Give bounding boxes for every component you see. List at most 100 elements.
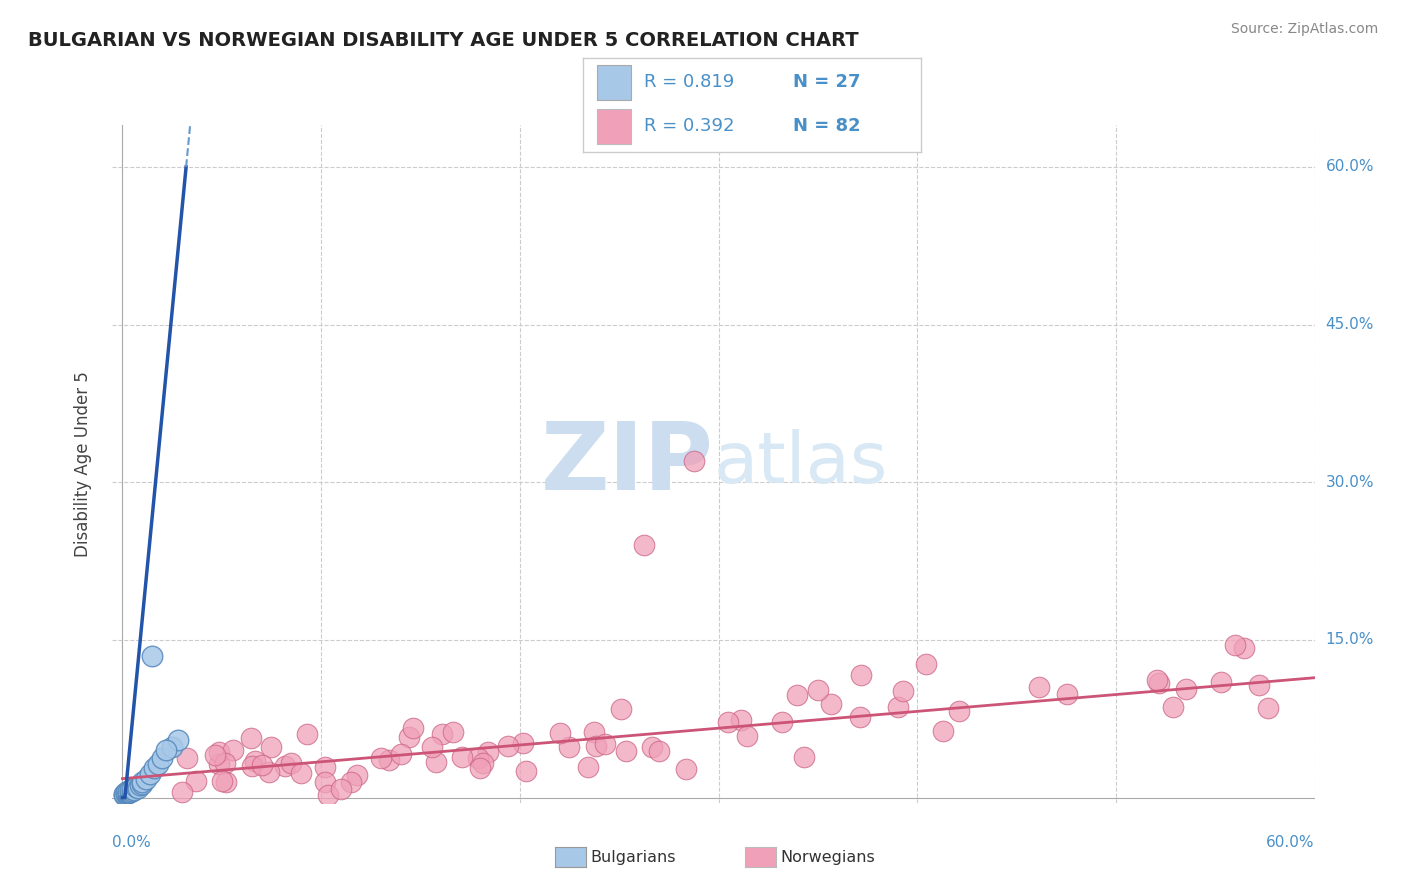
Text: R = 0.819: R = 0.819 (644, 73, 734, 91)
Point (129, 778, 152, 792)
Point (496, 739, 519, 753)
Point (127, 781, 149, 796)
Point (398, 730, 420, 744)
Point (1257, 701, 1279, 715)
Point (558, 739, 581, 754)
Point (1175, 682, 1198, 697)
Point (184, 774, 207, 789)
Text: 0.0%: 0.0% (112, 836, 152, 850)
Point (117, 784, 139, 798)
Point (115, 788, 138, 802)
Point (931, 724, 953, 739)
Point (112, 788, 135, 802)
Text: atlas: atlas (713, 429, 889, 499)
Point (377, 753, 399, 767)
Point (640, 740, 662, 755)
Point (240, 759, 263, 773)
Point (583, 725, 606, 739)
Point (208, 745, 231, 759)
Point (425, 755, 447, 769)
Point (420, 739, 443, 754)
Point (614, 744, 637, 758)
Text: ZIP: ZIP (541, 417, 713, 510)
Point (793, 750, 815, 764)
Point (250, 758, 273, 772)
Bar (598, 64, 631, 100)
Point (221, 743, 243, 757)
Point (121, 784, 143, 798)
Point (609, 701, 631, 715)
Point (717, 715, 740, 730)
Point (675, 762, 697, 776)
Point (1146, 673, 1168, 687)
Point (467, 751, 489, 765)
Point (848, 710, 870, 724)
Text: 45.0%: 45.0% (1326, 317, 1374, 332)
Point (280, 756, 302, 770)
Point (243, 754, 266, 768)
Point (295, 727, 318, 741)
Point (477, 745, 499, 759)
Point (1223, 638, 1246, 652)
Text: 15.0%: 15.0% (1326, 632, 1374, 648)
Bar (598, 109, 631, 145)
Point (548, 725, 571, 739)
Point (807, 683, 830, 698)
Point (117, 786, 139, 800)
Point (330, 782, 353, 797)
Point (259, 764, 281, 779)
Point (820, 697, 842, 711)
Point (730, 713, 752, 727)
Point (1056, 687, 1078, 701)
Point (432, 727, 454, 741)
Point (260, 739, 283, 754)
Point (948, 705, 970, 719)
Point (115, 786, 138, 800)
Text: Source: ZipAtlas.com: Source: ZipAtlas.com (1230, 22, 1378, 37)
Point (512, 736, 534, 750)
Point (593, 737, 616, 751)
Point (120, 785, 142, 799)
Point (125, 780, 148, 794)
Point (215, 775, 238, 789)
Point (274, 758, 297, 772)
Point (471, 756, 494, 771)
Point (402, 722, 425, 736)
Point (240, 731, 263, 745)
Point (633, 538, 655, 552)
Point (131, 777, 153, 791)
Text: R = 0.392: R = 0.392 (644, 118, 735, 136)
Point (314, 775, 336, 789)
Point (160, 740, 183, 755)
Point (450, 750, 472, 764)
Point (682, 454, 704, 468)
Point (1147, 676, 1170, 690)
Point (576, 760, 599, 774)
Point (468, 761, 491, 775)
Point (124, 783, 146, 797)
Point (167, 732, 190, 747)
Text: N = 27: N = 27 (793, 73, 860, 91)
Point (211, 773, 233, 788)
Point (208, 757, 231, 772)
Point (150, 750, 173, 764)
Point (849, 667, 872, 681)
Point (340, 775, 363, 789)
Point (915, 657, 938, 671)
Text: 60.0%: 60.0% (1267, 836, 1315, 850)
Point (1249, 678, 1271, 692)
Text: N = 82: N = 82 (793, 118, 860, 136)
Point (135, 772, 157, 786)
Point (1233, 641, 1256, 656)
Point (290, 766, 312, 780)
Point (314, 760, 336, 774)
Point (648, 743, 671, 757)
Point (139, 767, 162, 781)
Point (1161, 700, 1184, 714)
Point (141, 648, 163, 663)
Point (893, 684, 915, 698)
Point (155, 743, 177, 757)
Point (117, 785, 139, 799)
Point (1209, 675, 1232, 690)
Point (148, 756, 170, 771)
